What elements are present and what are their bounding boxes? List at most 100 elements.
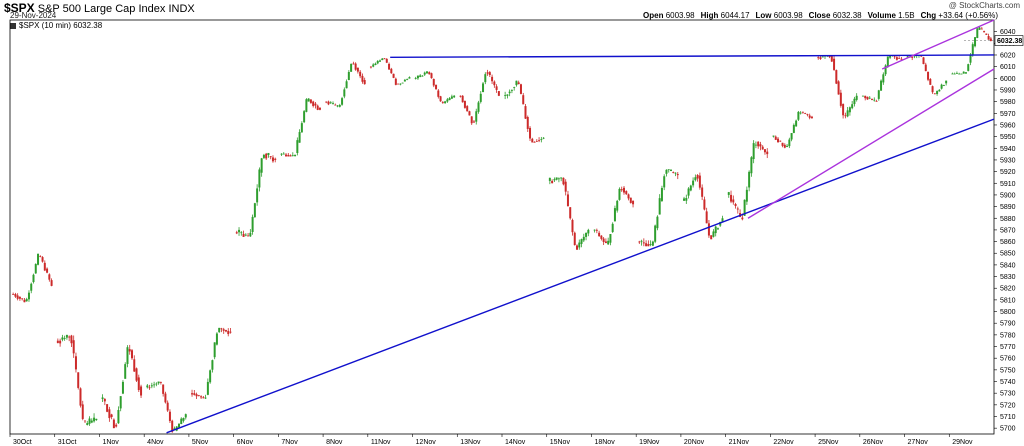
candle-body	[790, 133, 793, 140]
candle-body	[303, 111, 306, 123]
candle-body	[538, 140, 541, 142]
candle-body	[296, 140, 299, 154]
candle-body	[705, 211, 708, 224]
candle-body	[146, 385, 149, 388]
quote-label-chg: Chg	[920, 11, 937, 20]
candle-body	[913, 55, 916, 57]
candle-body	[59, 340, 62, 344]
candle-body	[177, 423, 180, 428]
candle-body	[551, 180, 554, 184]
candle-body	[779, 140, 782, 142]
candle-body	[414, 78, 417, 79]
y-tick-label: 5770	[1000, 344, 1016, 351]
plot-frame	[9, 19, 995, 435]
candle-body	[350, 63, 353, 72]
candle-body	[687, 188, 690, 196]
candle-body	[895, 57, 898, 60]
candle-body	[406, 79, 409, 81]
x-tick-label: 27Nov	[908, 439, 929, 446]
candle-body	[989, 38, 992, 41]
x-tick-label: 7Nov	[281, 439, 298, 446]
candle-body	[428, 72, 431, 75]
candle-body	[72, 340, 75, 354]
candle-body	[354, 63, 357, 70]
candle-body	[620, 189, 623, 191]
y-tick-label: 5950	[1000, 134, 1016, 141]
candle-body	[155, 383, 158, 385]
candle-body	[578, 242, 581, 248]
candle-body	[616, 200, 619, 211]
candle-body	[960, 73, 963, 75]
candle-body	[889, 55, 892, 58]
x-tick-label: 31Oct	[58, 439, 77, 446]
candle-body	[50, 280, 53, 286]
candle-body	[491, 76, 494, 82]
quote-value-open: 6003.98	[663, 11, 695, 20]
candle-body	[43, 262, 46, 271]
candle-body	[124, 364, 127, 379]
candle-body	[343, 89, 346, 97]
candle-body	[488, 72, 491, 75]
y-tick-label: 6020	[1000, 52, 1016, 59]
candle-body	[291, 155, 294, 157]
candle-body	[645, 243, 648, 247]
candle-body	[307, 98, 310, 102]
y-tick-label: 5980	[1000, 99, 1016, 106]
candle-body	[30, 283, 33, 291]
candle-body	[274, 158, 277, 160]
candle-body	[108, 409, 111, 419]
candle-body	[873, 99, 876, 101]
candle-body	[399, 83, 402, 85]
candle-body	[466, 106, 469, 112]
x-tick-label: 19Nov	[639, 439, 660, 446]
candle-body	[576, 245, 579, 250]
candle-body	[74, 356, 77, 370]
candle-body	[736, 208, 739, 210]
candle-body	[90, 420, 93, 423]
candle-body	[329, 102, 332, 104]
candle-body	[522, 95, 525, 105]
quote-label-high: High	[700, 11, 719, 20]
candle-body	[542, 137, 545, 139]
candle-body	[593, 229, 596, 231]
candle-body	[618, 188, 621, 200]
candle-body	[757, 141, 760, 147]
candle-body	[772, 135, 775, 137]
candle-body	[93, 417, 96, 422]
candle-body	[14, 294, 17, 297]
quote-value-volume: 1.5B	[895, 11, 915, 20]
candle-body	[924, 64, 927, 72]
candle-body	[623, 187, 625, 193]
candle-body	[200, 396, 203, 398]
candle-body	[743, 199, 746, 216]
candle-body	[632, 200, 635, 205]
candle-body	[39, 256, 42, 257]
candle-body	[821, 56, 824, 58]
candle-body	[562, 177, 565, 185]
candle-body	[347, 71, 350, 81]
last-value-label: 6032.38	[997, 38, 1022, 45]
candle-body	[135, 368, 138, 381]
candle-body	[249, 232, 252, 237]
candle-body	[285, 154, 288, 157]
x-tick-label: 8Nov	[326, 439, 343, 446]
candle-body	[524, 106, 527, 119]
candle-body	[450, 96, 453, 99]
candle-body	[642, 242, 645, 244]
candle-body	[222, 329, 225, 331]
candle-body	[898, 58, 901, 59]
candle-body	[247, 235, 250, 237]
candle-body	[529, 127, 532, 139]
candle-body	[117, 409, 120, 424]
candle-body	[441, 102, 444, 103]
candle-body	[287, 154, 290, 157]
candle-body	[647, 244, 650, 247]
candle-body	[506, 94, 509, 96]
candle-body	[553, 179, 556, 181]
candle-body	[430, 73, 433, 79]
x-tick-label: 13Nov	[460, 439, 481, 446]
candle-body	[861, 95, 864, 97]
candle-body	[289, 155, 292, 157]
y-tick-label: 5990	[1000, 87, 1016, 94]
candle-body	[224, 330, 227, 332]
